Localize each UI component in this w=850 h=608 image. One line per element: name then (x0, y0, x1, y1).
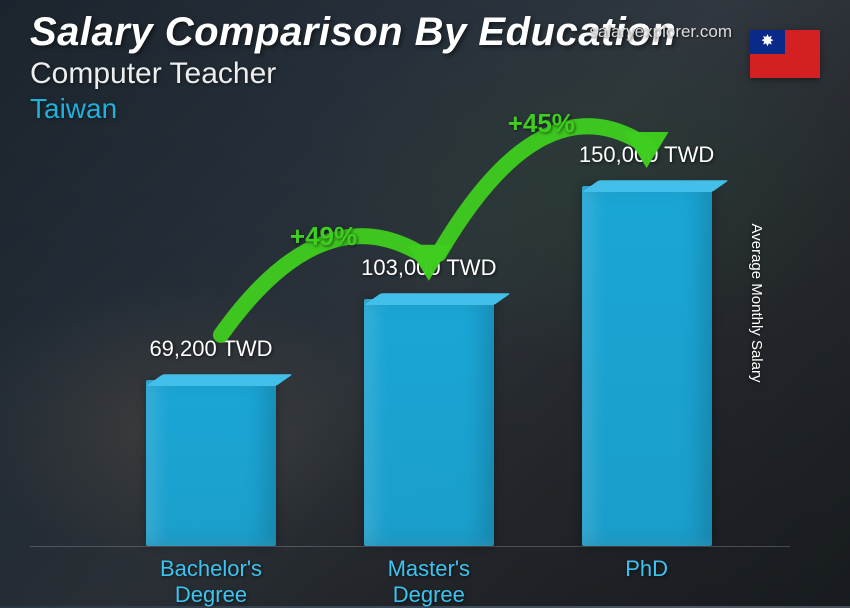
bar-value-label: 69,200 TWD (149, 336, 272, 362)
increase-percent-label: +49% (290, 221, 357, 252)
bar-value-label: 103,000 TWD (361, 255, 496, 281)
sun-icon: ✸ (761, 34, 774, 50)
bar: 150,000 TWD (582, 186, 712, 546)
bar-top-face (146, 374, 293, 386)
chart-area: 69,200 TWDBachelor'sDegree 103,000 TWDMas… (80, 150, 740, 546)
bar-axis-label: Master'sDegree (339, 556, 519, 608)
bar-axis-label: Bachelor'sDegree (121, 556, 301, 608)
chart-location: Taiwan (30, 93, 820, 125)
chart-baseline (30, 546, 790, 547)
y-axis-label: Average Monthly Salary (748, 224, 765, 383)
bar-group: 69,200 TWDBachelor'sDegree (146, 380, 276, 546)
bar-value-label: 150,000 TWD (579, 142, 714, 168)
bar-axis-label: PhD (557, 556, 737, 582)
flag-canton: ✸ (750, 30, 785, 54)
bar-top-face (364, 293, 511, 305)
watermark-text: salaryexplorer.com (589, 22, 732, 42)
bar-group: 103,000 TWDMaster'sDegree (364, 299, 494, 546)
bar: 103,000 TWD (364, 299, 494, 546)
bar-group: 150,000 TWDPhD (582, 186, 712, 546)
bar: 69,200 TWD (146, 380, 276, 546)
increase-percent-label: +45% (508, 108, 575, 139)
chart-subtitle: Computer Teacher (30, 57, 820, 91)
bar-top-face (582, 180, 729, 192)
flag-taiwan: ✸ (750, 30, 820, 78)
